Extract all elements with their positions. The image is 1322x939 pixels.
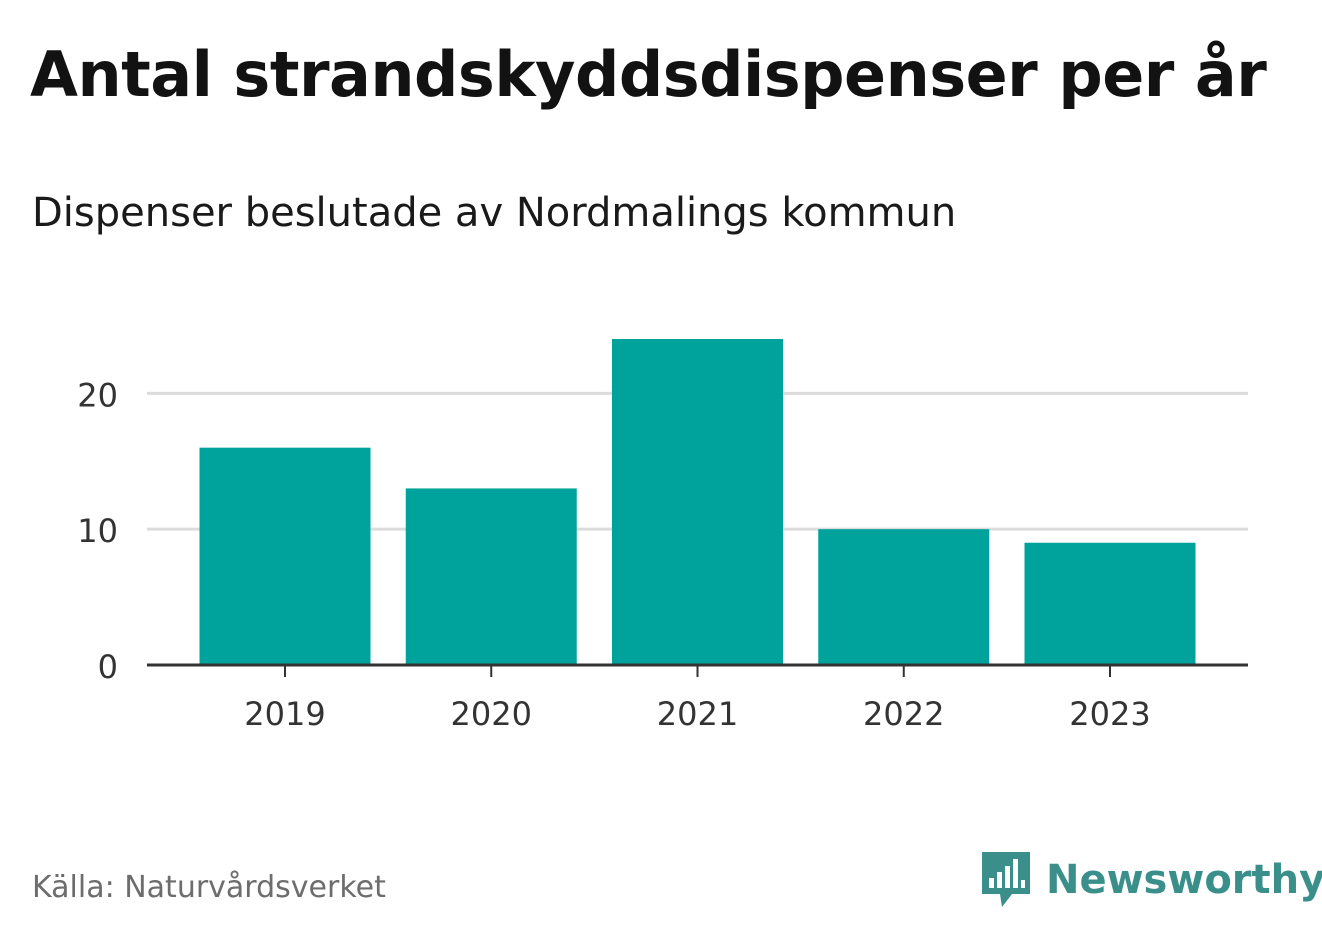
bar-2021 xyxy=(612,339,783,665)
x-tick-label: 2020 xyxy=(451,695,532,733)
x-tick-label: 2019 xyxy=(244,695,325,733)
y-tick-label: 0 xyxy=(98,648,118,686)
chart-title: Antal strandskyddsdispenser per år xyxy=(30,38,1267,111)
x-tick-label: 2022 xyxy=(863,695,944,733)
brand-name: Newsworthy xyxy=(1046,857,1322,903)
bar-2019 xyxy=(199,447,371,665)
bar-chart: 0 10 20 2019 2020 2021 2022 2023 xyxy=(77,339,1248,733)
brand: Newsworthy xyxy=(980,850,1322,910)
bar-2020 xyxy=(405,488,577,665)
x-tick-label: 2023 xyxy=(1069,695,1150,733)
x-tick-label: 2021 xyxy=(657,695,738,733)
y-tick-label: 10 xyxy=(77,512,118,550)
newsworthy-logo-icon xyxy=(982,852,1030,907)
y-tick-label: 20 xyxy=(77,376,118,414)
bar-2023 xyxy=(1024,542,1196,665)
source-note: Källa: Naturvårdsverket xyxy=(32,870,386,905)
chart-subtitle: Dispenser beslutade av Nordmalings kommu… xyxy=(32,190,957,236)
bar-2022 xyxy=(818,529,990,665)
